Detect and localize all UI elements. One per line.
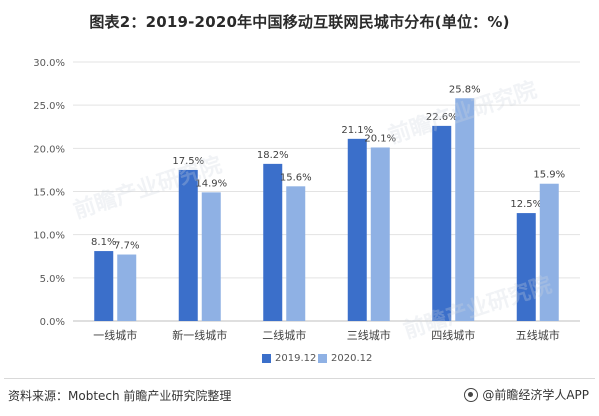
bar-2020.12 — [201, 192, 221, 321]
y-tick-label: 20.0% — [33, 144, 65, 155]
brand-logo-icon — [464, 387, 479, 402]
legend-swatch-2019 — [262, 354, 271, 363]
chart-legend: 2019.12 2020.12 — [0, 353, 599, 369]
y-tick-label: 5.0% — [40, 274, 65, 285]
data-label: 21.1% — [341, 125, 373, 136]
chart-title: 图表2：2019-2020年中国移动互联网民城市分布(单位：%) — [89, 13, 510, 31]
y-tick-label: 0.0% — [40, 317, 65, 328]
bar-2020.12 — [455, 98, 475, 321]
x-tick-label: 二线城市 — [262, 328, 306, 342]
data-label: 15.6% — [280, 172, 312, 183]
bar-2019.12 — [94, 251, 114, 321]
footer-divider — [4, 378, 595, 379]
bar-2019.12 — [263, 163, 283, 321]
bar-2020.12 — [286, 186, 306, 321]
data-label: 15.9% — [533, 170, 565, 181]
data-label: 14.9% — [195, 178, 227, 189]
y-tick-label: 15.0% — [33, 188, 65, 199]
bar-2019.12 — [178, 169, 198, 321]
source-note: 资料来源：Mobtech 前瞻产业研究院整理 — [8, 389, 232, 403]
x-tick-label: 四线城市 — [431, 328, 475, 342]
x-tick-label: 新一线城市 — [172, 328, 227, 342]
data-label: 17.5% — [172, 156, 204, 167]
legend-item-2020: 2020.12 — [318, 353, 372, 364]
x-tick-label: 五线城市 — [516, 328, 560, 342]
brand-credit: @前瞻经济学人APP — [464, 386, 589, 403]
data-label: 8.1% — [91, 237, 116, 248]
bar-2020.12 — [370, 147, 390, 321]
data-label: 22.6% — [426, 112, 458, 123]
data-label: 20.1% — [364, 133, 396, 144]
bar-2019.12 — [347, 138, 367, 321]
bar-2020.12 — [117, 254, 137, 321]
data-label: 12.5% — [510, 199, 542, 210]
legend-swatch-2020 — [318, 354, 327, 363]
y-tick-label: 25.0% — [33, 101, 65, 112]
bar-2020.12 — [539, 183, 559, 321]
legend-item-2019: 2019.12 — [262, 353, 316, 364]
bar-2019.12 — [516, 213, 536, 321]
bar-2019.12 — [432, 125, 452, 322]
brand-label: @前瞻经济学人APP — [482, 388, 589, 402]
x-tick-label: 一线城市 — [93, 328, 137, 342]
data-label: 25.8% — [449, 84, 481, 95]
y-tick-label: 30.0% — [33, 58, 65, 69]
x-tick-label: 三线城市 — [347, 328, 391, 342]
legend-label-2019: 2019.12 — [275, 353, 317, 364]
data-label: 7.7% — [114, 241, 139, 252]
legend-label-2020: 2020.12 — [331, 353, 373, 364]
data-label: 18.2% — [257, 150, 289, 161]
y-tick-label: 10.0% — [33, 231, 65, 242]
